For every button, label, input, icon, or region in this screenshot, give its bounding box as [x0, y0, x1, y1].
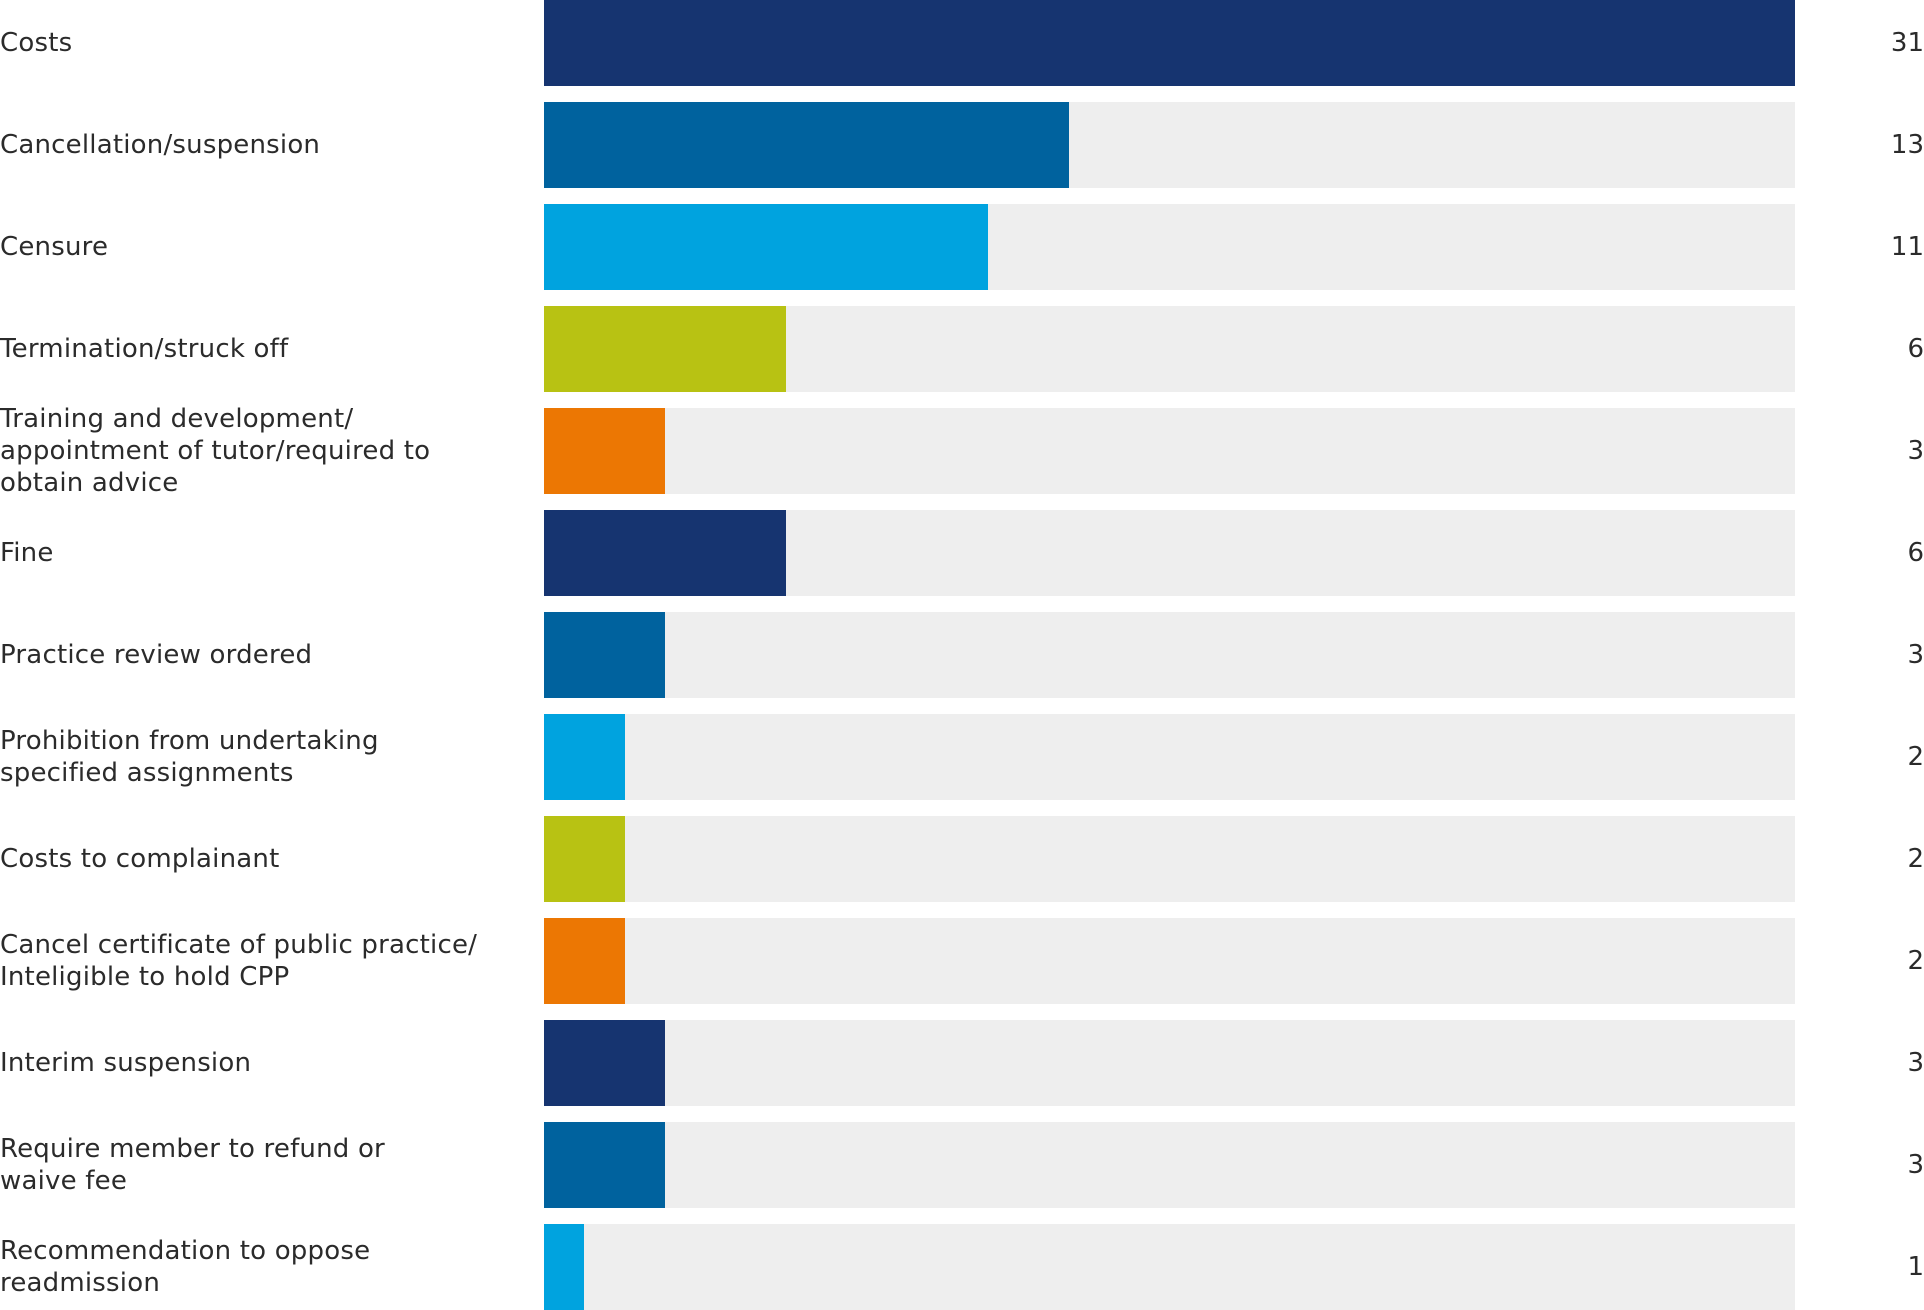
bar	[544, 714, 625, 800]
category-label: Require member to refund or waive fee	[0, 1134, 385, 1196]
value-label: 31	[1890, 28, 1924, 58]
bar-row: Training and development/ appointment of…	[0, 404, 1924, 498]
bar-row: Termination/struck off 6	[0, 306, 1924, 392]
bar-track	[544, 0, 1795, 86]
value-label: 11	[1890, 232, 1924, 262]
value-label: 6	[1907, 334, 1924, 364]
bar-track	[544, 714, 1795, 800]
bar	[544, 408, 665, 494]
bar	[544, 204, 988, 290]
value-label: 13	[1890, 130, 1924, 160]
bar	[544, 102, 1069, 188]
bar-track	[544, 306, 1795, 392]
value-label: 3	[1907, 1048, 1924, 1078]
category-label: Cancel certificate of public practice/ I…	[0, 930, 478, 992]
bar-track	[544, 612, 1795, 698]
bar-row: Fine 6	[0, 510, 1924, 596]
category-label: Censure	[0, 232, 109, 262]
bar-row: Censure 11	[0, 204, 1924, 290]
category-label: Fine	[0, 538, 54, 568]
category-label: Training and development/ appointment of…	[0, 404, 431, 498]
bar-row: Cancel certificate of public practice/ I…	[0, 918, 1924, 1004]
bar-track	[544, 816, 1795, 902]
value-label: 3	[1907, 640, 1924, 670]
bar-row: Cancellation/suspension 13	[0, 102, 1924, 188]
bar	[544, 306, 786, 392]
value-label: 2	[1907, 946, 1924, 976]
category-label: Recommendation to oppose readmission	[0, 1236, 371, 1298]
bar	[544, 816, 625, 902]
category-label: Cancellation/suspension	[0, 130, 321, 160]
bar-row: Costs 31	[0, 0, 1924, 86]
bar	[544, 510, 786, 596]
bar-row: Interim suspension 3	[0, 1020, 1924, 1106]
category-label: Prohibition from undertaking specified a…	[0, 726, 379, 788]
bar-row: Prohibition from undertaking specified a…	[0, 714, 1924, 800]
bar	[544, 1122, 665, 1208]
bar	[544, 918, 625, 1004]
bar-track	[544, 1122, 1795, 1208]
bar-row: Costs to complainant 2	[0, 816, 1924, 902]
bar	[544, 1224, 584, 1310]
value-label: 2	[1907, 742, 1924, 772]
bar-row: Recommendation to oppose readmission 1	[0, 1224, 1924, 1310]
category-label: Costs to complainant	[0, 844, 280, 874]
bar-track	[544, 918, 1795, 1004]
value-label: 1	[1907, 1252, 1924, 1282]
bar-track	[544, 1020, 1795, 1106]
bar-row: Practice review ordered 3	[0, 612, 1924, 698]
value-label: 2	[1907, 844, 1924, 874]
value-label: 6	[1907, 538, 1924, 568]
bar-track	[544, 408, 1795, 494]
bar	[544, 0, 1795, 86]
bar-track	[544, 204, 1795, 290]
bar-track	[544, 1224, 1795, 1310]
value-label: 3	[1907, 1150, 1924, 1180]
category-label: Termination/struck off	[0, 334, 289, 364]
bar-row: Require member to refund or waive fee 3	[0, 1122, 1924, 1208]
value-label: 3	[1907, 436, 1924, 466]
category-label: Practice review ordered	[0, 640, 313, 670]
bar-track	[544, 102, 1795, 188]
bar-track	[544, 510, 1795, 596]
bar	[544, 1020, 665, 1106]
category-label: Costs	[0, 28, 73, 58]
bar	[544, 612, 665, 698]
category-label: Interim suspension	[0, 1048, 252, 1078]
